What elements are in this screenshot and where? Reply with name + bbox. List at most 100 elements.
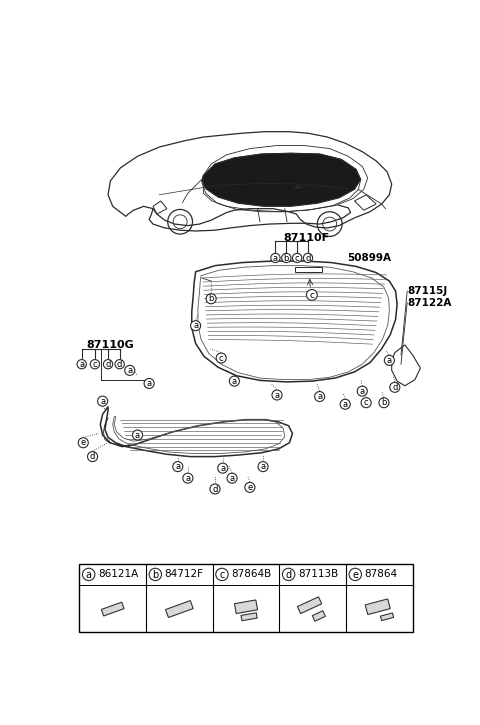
- Circle shape: [216, 568, 228, 581]
- Text: c: c: [219, 570, 225, 580]
- Text: a: a: [317, 392, 322, 401]
- Circle shape: [115, 360, 124, 369]
- Text: d: d: [286, 570, 292, 580]
- Text: d: d: [392, 383, 397, 392]
- Polygon shape: [166, 600, 193, 618]
- Circle shape: [384, 355, 395, 365]
- Text: c: c: [364, 399, 369, 407]
- Text: b: b: [284, 254, 289, 262]
- Circle shape: [379, 398, 389, 407]
- Circle shape: [340, 399, 350, 409]
- Text: e: e: [81, 439, 86, 447]
- Polygon shape: [381, 613, 394, 621]
- Circle shape: [191, 320, 201, 331]
- Polygon shape: [234, 600, 258, 613]
- Circle shape: [292, 253, 302, 262]
- Text: 84712F: 84712F: [165, 569, 204, 579]
- Circle shape: [216, 353, 226, 363]
- Text: b: b: [152, 570, 158, 580]
- Text: a: a: [85, 570, 92, 580]
- Text: 87864B: 87864B: [231, 569, 272, 579]
- Circle shape: [272, 390, 282, 400]
- Circle shape: [357, 386, 367, 396]
- Circle shape: [282, 253, 291, 262]
- Text: a: a: [273, 254, 278, 262]
- Text: a: a: [100, 397, 105, 406]
- Polygon shape: [298, 597, 322, 613]
- Circle shape: [206, 294, 216, 304]
- Text: e: e: [352, 570, 358, 580]
- Circle shape: [227, 473, 237, 483]
- Circle shape: [144, 378, 154, 389]
- Text: e: e: [247, 483, 252, 492]
- Circle shape: [245, 482, 255, 492]
- Circle shape: [282, 568, 295, 581]
- Text: a: a: [175, 463, 180, 471]
- Polygon shape: [101, 602, 124, 616]
- Circle shape: [390, 382, 400, 392]
- Polygon shape: [312, 610, 325, 621]
- Text: c: c: [310, 291, 314, 299]
- Circle shape: [103, 360, 113, 369]
- Text: b: b: [208, 294, 214, 304]
- Text: a: a: [193, 321, 198, 331]
- Circle shape: [183, 473, 193, 483]
- Text: a: a: [387, 356, 392, 365]
- Text: c: c: [93, 360, 97, 369]
- Circle shape: [306, 289, 317, 300]
- Text: d: d: [305, 254, 311, 262]
- Circle shape: [87, 452, 97, 462]
- Circle shape: [271, 253, 280, 262]
- Circle shape: [125, 365, 135, 376]
- Text: a: a: [261, 463, 265, 471]
- Text: 87113B: 87113B: [298, 569, 338, 579]
- Text: d: d: [117, 360, 122, 369]
- Polygon shape: [202, 153, 360, 207]
- Text: a: a: [343, 400, 348, 409]
- Circle shape: [210, 484, 220, 494]
- Text: 87110G: 87110G: [86, 340, 134, 350]
- Text: 50899A: 50899A: [347, 253, 391, 263]
- Text: a: a: [146, 379, 152, 388]
- Text: d: d: [106, 360, 111, 369]
- Text: 86121A: 86121A: [98, 569, 138, 579]
- Text: a: a: [360, 387, 365, 396]
- Text: 87122A: 87122A: [407, 297, 452, 307]
- Text: d: d: [212, 485, 218, 494]
- Text: 87864: 87864: [365, 569, 398, 579]
- Bar: [79, 564, 413, 632]
- Text: a: a: [185, 474, 191, 483]
- Circle shape: [149, 568, 162, 581]
- Circle shape: [90, 360, 99, 369]
- Bar: [295, 268, 322, 272]
- Text: a: a: [220, 464, 225, 473]
- Text: a: a: [232, 377, 237, 386]
- Circle shape: [296, 186, 300, 188]
- Circle shape: [258, 462, 268, 472]
- Circle shape: [314, 392, 324, 402]
- Circle shape: [83, 568, 95, 581]
- Circle shape: [303, 253, 312, 262]
- Text: b: b: [381, 399, 386, 407]
- Text: c: c: [295, 254, 300, 262]
- Circle shape: [78, 438, 88, 448]
- Circle shape: [173, 462, 183, 472]
- Circle shape: [132, 430, 143, 440]
- Circle shape: [97, 396, 108, 406]
- Circle shape: [349, 568, 361, 581]
- Text: a: a: [127, 366, 132, 375]
- Text: a: a: [79, 360, 84, 369]
- Text: a: a: [135, 431, 140, 440]
- Text: a: a: [275, 391, 279, 399]
- Text: a: a: [229, 474, 235, 483]
- Text: d: d: [90, 452, 95, 461]
- Circle shape: [218, 463, 228, 473]
- Text: 87110F: 87110F: [283, 233, 329, 243]
- Circle shape: [77, 360, 86, 369]
- Polygon shape: [365, 599, 390, 615]
- Text: c: c: [219, 354, 224, 362]
- Text: 87115J: 87115J: [407, 286, 447, 296]
- Polygon shape: [241, 613, 257, 621]
- Circle shape: [361, 398, 371, 407]
- Circle shape: [229, 376, 240, 386]
